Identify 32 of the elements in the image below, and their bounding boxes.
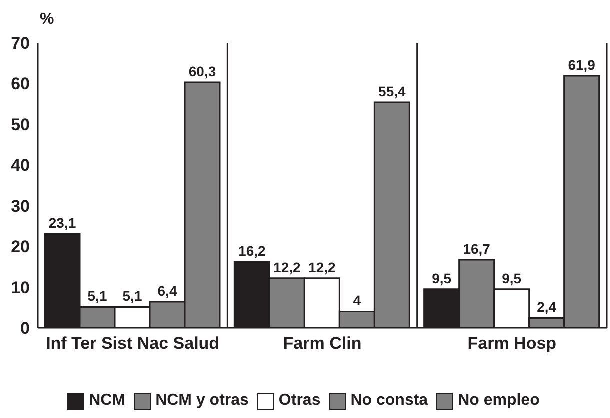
data-label: 9,5 <box>432 270 452 286</box>
y-tick-label: 60 <box>11 74 30 94</box>
legend-label: No consta <box>350 392 428 410</box>
data-label: 5,1 <box>122 288 142 304</box>
x-tick-label: Farm Clin <box>283 334 362 354</box>
data-label: 12,2 <box>308 259 336 276</box>
y-tick-label: 10 <box>11 278 30 298</box>
data-label: 60,3 <box>188 63 216 80</box>
y-tick-label: 70 <box>11 34 30 54</box>
legend-label: NCM <box>89 392 126 410</box>
y-axis-title: % <box>40 11 54 29</box>
data-label: 4 <box>353 292 362 309</box>
x-tick-label: Farm Hosp <box>468 334 557 354</box>
data-label: 16,7 <box>463 241 491 258</box>
data-label: 23,1 <box>48 214 76 231</box>
data-label: 61,9 <box>568 56 596 73</box>
y-tick-label: 50 <box>11 115 30 134</box>
legend-label: Otras <box>278 392 321 410</box>
data-label: 5,1 <box>88 288 108 304</box>
data-label: 6,4 <box>158 282 178 299</box>
x-tick-label: Inf Ter Sist Nac Salud <box>46 334 220 354</box>
y-tick-label: 20 <box>11 238 30 257</box>
data-label: 12,2 <box>274 259 302 276</box>
data-label: 2,4 <box>537 299 557 316</box>
y-tick-label: 30 <box>11 196 30 216</box>
data-label: 55,4 <box>378 83 406 100</box>
legend-label: No empleo <box>458 392 540 410</box>
y-tick-label: 40 <box>11 156 30 176</box>
data-label: 9,5 <box>502 270 522 286</box>
legend-label: NCM y otras <box>156 392 249 410</box>
y-tick-label: 0 <box>20 319 30 338</box>
data-label: 16,2 <box>238 243 266 260</box>
